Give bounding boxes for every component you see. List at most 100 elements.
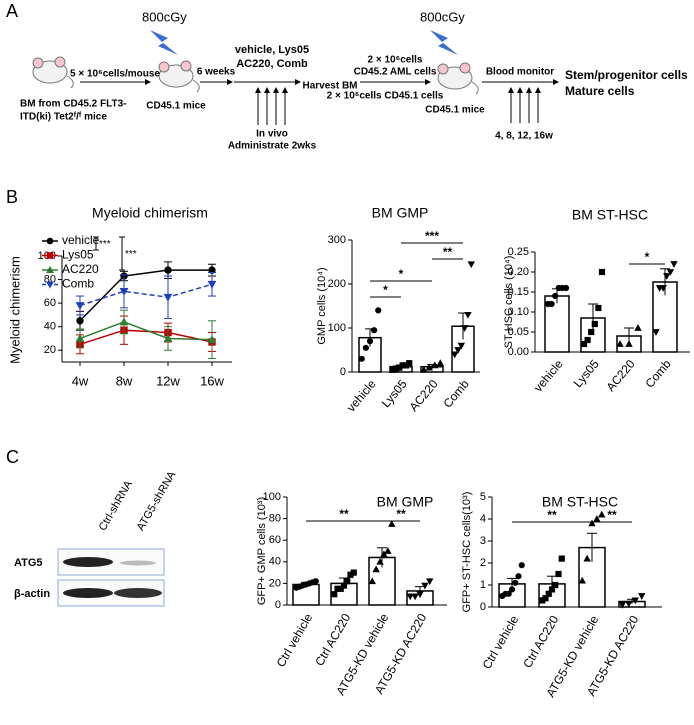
x-tick-label: AC220 [406,377,441,414]
data-point [451,351,459,359]
data-point [548,586,556,593]
data-point [457,342,466,350]
data-point [634,324,642,331]
schematic-text: 800cGy 800cGy 5 × 10⁶cells/mouse BM from… [20,9,688,151]
data-point [670,261,678,268]
data-point [663,273,671,280]
legend-marker [46,237,54,245]
y-tick-label: 0 [275,599,281,611]
data-point [454,347,462,354]
treatment-label: AC220, Comb [236,58,308,70]
y-axis-label: Myeloid chimerism [7,256,22,364]
y-tick-label: 20 [269,577,281,589]
y-tick-label: 5 [480,491,486,503]
data-point [164,266,172,274]
x-tick-label: 12w [156,373,180,388]
legend-label: AC220 [62,262,99,276]
data-point [380,550,388,558]
data-point [598,268,606,276]
data-point [350,569,357,576]
data-point [416,591,424,599]
data-point [552,581,559,589]
legend-marker [46,265,54,274]
significance-label: * [399,267,404,281]
data-point [411,593,419,601]
transplant-label: 2 × 10⁶cells CD45.1 cells [327,91,444,102]
data-point [666,269,675,276]
source-label: BM from CD45.2 FLT3- [20,99,127,110]
data-point [638,593,646,600]
band [63,557,113,567]
data-point [426,578,434,586]
x-tick-label: vehicle [531,357,566,395]
y-tick-label: 100 [263,491,281,503]
data-point [593,515,601,522]
source-label: ITD(ki) Tet2ᶠ/ᶠ mice [20,112,107,123]
data-point [207,280,217,289]
data-point [340,582,348,589]
mouse-icon [158,60,200,93]
data-point [207,335,217,344]
timepoints-label: 4, 8, 12, 16w [495,131,553,142]
legend-label: vehicle [62,233,100,247]
y-tick-label: 200 [328,278,346,290]
data-point [518,562,525,569]
panel-label: A [6,1,18,21]
data-point [344,578,351,585]
x-tick-label: vehicle [344,377,379,415]
data-point [331,591,338,598]
data-point [508,586,516,593]
data-point [548,300,555,308]
panel-label: B [6,187,18,207]
data-point [312,578,319,585]
row-label: ATG5 [14,557,43,569]
y-tick-label: 20 [44,344,56,356]
significance-label: ** [339,507,349,521]
data-point [406,360,413,367]
legend-marker [46,281,54,289]
data-point [366,338,374,345]
admin-label: Administrate 2wks [228,141,317,152]
data-point [425,363,433,371]
data-point [388,520,396,527]
series-line [79,329,213,346]
radiation-icon [430,30,458,55]
x-tick-label: Ctrl AC220 [312,611,353,669]
y-tick-label: 300 [328,234,346,246]
lane-label: ATG5-shRNA [135,469,179,533]
significance-label: *** [425,229,439,243]
data-point [578,576,586,584]
data-point [464,311,472,319]
chart-title: BM ST-HSC [542,494,618,510]
y-tick-label: 100 [328,322,346,334]
significance-label: ** [443,245,453,259]
panel-label: C [6,447,19,467]
data-point [584,336,591,344]
y-tick-label: 0.10 [508,306,529,318]
data-point [368,577,376,585]
radiation-icon [150,30,178,55]
data-point [591,320,598,328]
y-tick-label: 1 [480,579,486,591]
row-label: β-actin [14,588,50,600]
data-point [625,600,633,608]
significance-label: *** [99,239,111,250]
data-point [505,590,512,597]
y-axis-label: GMP cells (10⁴) [316,267,328,344]
chart-title: Myeloid chimerism [92,205,208,221]
treatment-label: vehicle, Lys05 [235,44,309,56]
data-point [460,325,469,332]
significance-label: ** [547,508,557,522]
y-tick-label: 60 [269,534,281,546]
data-point [588,519,596,527]
transplant-label: CD45.2 AML cells [354,67,437,78]
y-tick-label: 80 [269,513,281,525]
injection-label: 5 × 10⁶cells/mouse [70,69,160,80]
chart-title: BM ST-HSC [572,207,648,223]
mouse-icon [32,56,74,89]
data-point [372,565,380,573]
y-tick-label: 0.15 [508,286,529,298]
band [120,560,156,566]
series-line [79,321,213,341]
